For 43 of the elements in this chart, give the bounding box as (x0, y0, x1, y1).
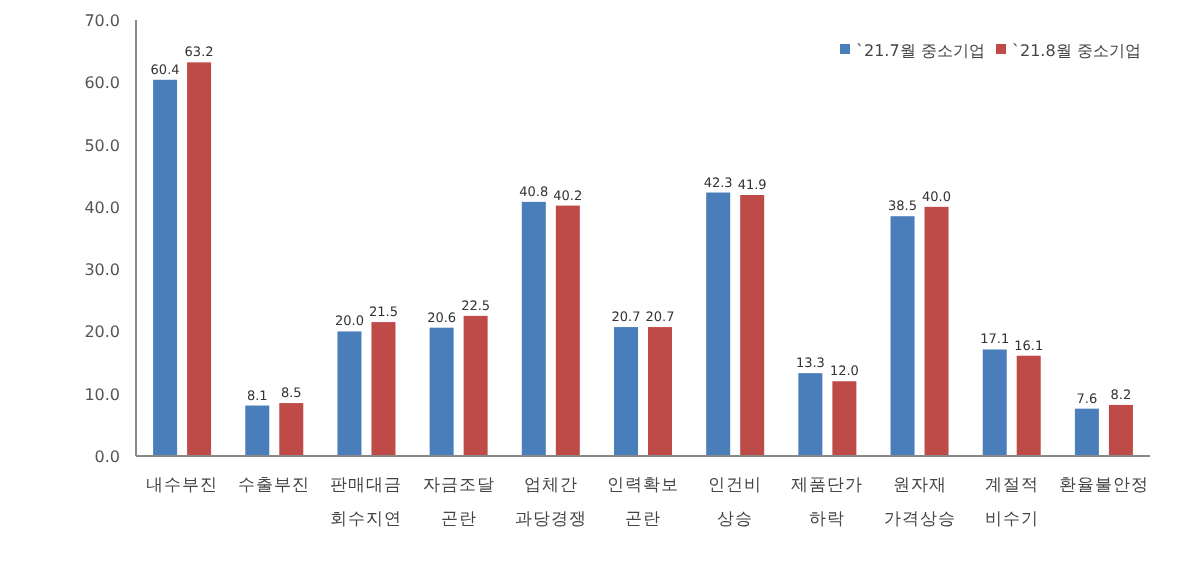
y-tick-label: 0.0 (94, 448, 120, 466)
x-tick-label: 원자재 가격상승 (883, 476, 956, 530)
x-tick-label: 계절적 비수기 (984, 476, 1039, 530)
bar (614, 327, 638, 456)
bar (798, 373, 823, 456)
bar (279, 403, 304, 456)
bar (153, 79, 178, 456)
bar (555, 205, 580, 456)
x-tick-label: 제품단가 하락 (791, 476, 864, 530)
bar (521, 201, 546, 456)
x-tick-label: 인건비 상승 (708, 476, 763, 530)
bar (429, 327, 454, 456)
x-tick-label: 자금조달 곤란 (422, 476, 495, 530)
x-tick-label: 업체간 과당경쟁 (514, 476, 587, 530)
bar (924, 206, 949, 456)
x-tick-label: 내수부진 (146, 476, 219, 496)
bar (706, 192, 731, 456)
legend-label: `21.7월 중소기업 (856, 42, 985, 60)
x-tick-label: 인력확보 곤란 (607, 476, 679, 530)
y-tick-label: 20.0 (84, 323, 120, 342)
bar (982, 349, 1007, 456)
bar (740, 195, 765, 456)
y-tick-label: 30.0 (84, 261, 120, 280)
y-tick-label: 50.0 (84, 136, 120, 155)
bar (832, 381, 857, 456)
bar (371, 322, 396, 456)
bar (648, 327, 672, 456)
bar (1016, 355, 1041, 456)
y-tick-label: 40.0 (84, 198, 120, 217)
bar (1108, 404, 1133, 456)
bar (245, 405, 270, 456)
x-tick-label: 판매대금 회수지연 (330, 476, 403, 530)
bar (890, 216, 915, 456)
bar (463, 315, 488, 456)
x-tick-label: 환율불안정 (1058, 476, 1149, 496)
y-tick-label: 10.0 (84, 385, 120, 404)
legend-label: `21.8월 중소기업 (1012, 42, 1141, 60)
bar (187, 62, 212, 456)
bar (1074, 408, 1099, 456)
y-tick-label: 60.0 (84, 74, 120, 93)
bar (337, 331, 362, 456)
y-tick-label: 70.0 (84, 12, 120, 30)
x-tick-label: 수출부진 (238, 476, 311, 496)
